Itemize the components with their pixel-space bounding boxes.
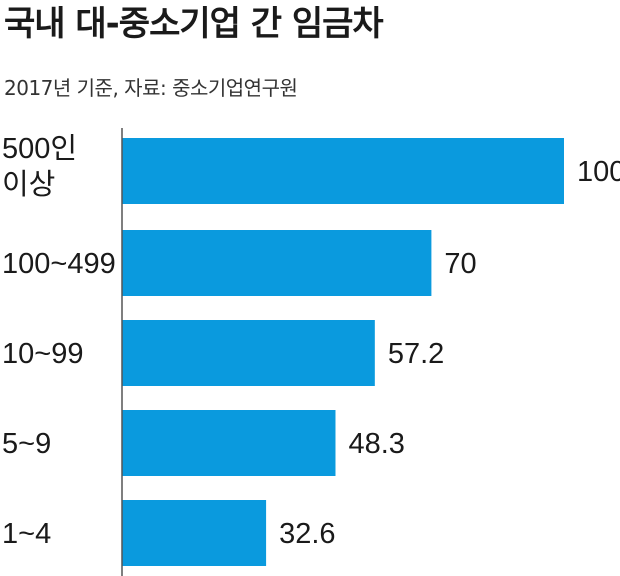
bar-4	[122, 500, 267, 566]
category-label-1: 100~499	[2, 248, 116, 280]
bar-1	[122, 230, 432, 296]
chart-title: 국내 대-중소기업 간 임금차	[4, 4, 384, 44]
bar-group	[122, 138, 564, 566]
value-label-2: 57.2	[388, 338, 444, 370]
value-label-4: 32.6	[279, 518, 335, 550]
category-label-3: 5~9	[2, 428, 51, 460]
bar-3	[122, 410, 336, 476]
value-label-group: 100 70 57.2 48.3 32.6	[279, 156, 620, 550]
category-label-line: 500인	[2, 133, 77, 165]
value-label-0: 100	[577, 156, 620, 188]
value-label-1: 70	[444, 248, 476, 280]
bar-0	[122, 138, 564, 204]
category-label-4: 1~4	[2, 518, 51, 550]
chart-subtitle: 2017년 기준, 자료: 중소기업연구원	[4, 76, 298, 100]
category-label-2: 10~99	[2, 338, 83, 370]
category-label-line: 이상	[2, 169, 55, 201]
bar-2	[122, 320, 375, 386]
value-label-3: 48.3	[348, 428, 404, 460]
